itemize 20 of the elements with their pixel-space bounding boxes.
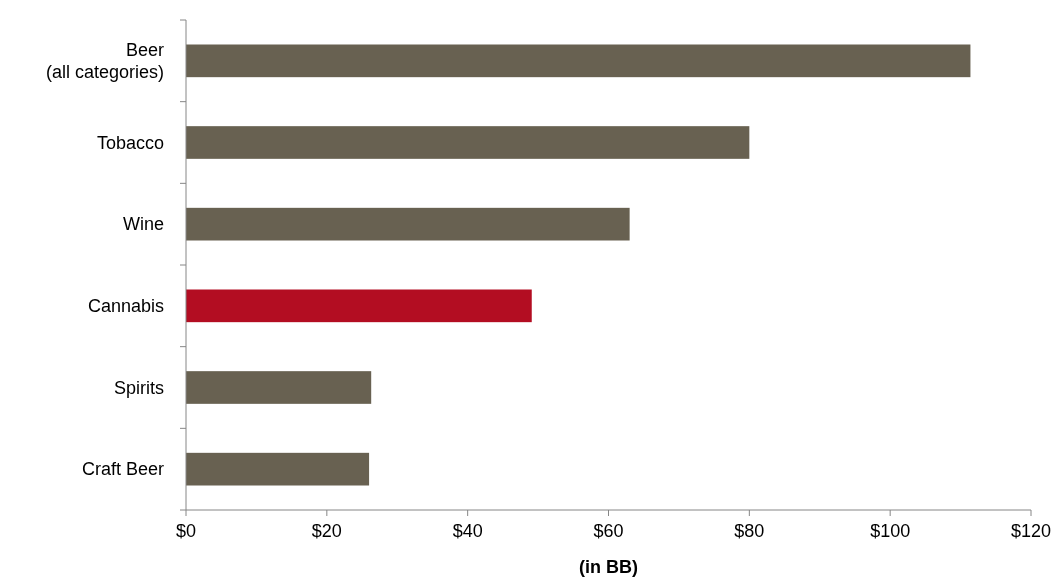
x-tick-label: $60 bbox=[593, 521, 624, 541]
bar bbox=[186, 126, 750, 159]
bar bbox=[186, 289, 532, 323]
y-tick-label: Craft Beer bbox=[81, 459, 164, 480]
x-axis-title: (in BB) bbox=[579, 557, 638, 577]
y-tick-label: Beer (all categories) bbox=[45, 39, 164, 82]
x-tick-label: $40 bbox=[452, 521, 483, 541]
bar bbox=[186, 44, 971, 78]
bar bbox=[186, 207, 630, 241]
y-tick-label: Cannabis bbox=[87, 295, 164, 316]
bar bbox=[186, 371, 372, 404]
y-tick-label: Wine bbox=[122, 214, 164, 235]
bar bbox=[186, 452, 370, 486]
y-tick-label: Spirits bbox=[113, 377, 164, 398]
x-tick-label: $20 bbox=[311, 521, 342, 541]
y-tick-label: Tobacco bbox=[96, 132, 164, 153]
x-tick-label: $100 bbox=[870, 521, 911, 541]
x-tick-label: $0 bbox=[175, 521, 197, 541]
x-tick-label: $80 bbox=[734, 521, 765, 541]
x-tick-label: $120 bbox=[1010, 521, 1052, 541]
